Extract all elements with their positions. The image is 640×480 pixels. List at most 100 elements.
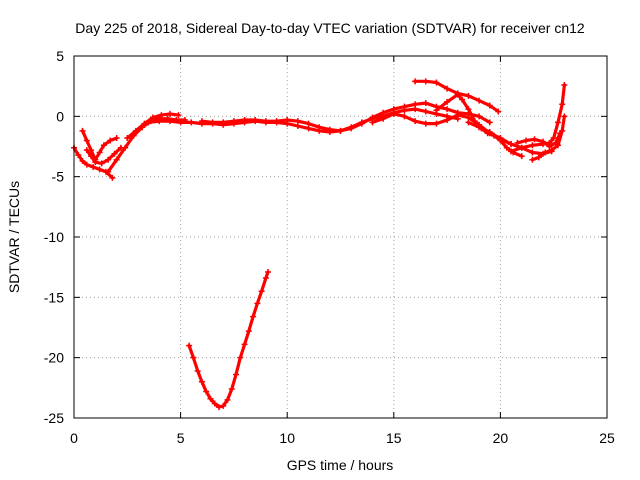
series-layer bbox=[71, 78, 568, 411]
y-tick-label: -10 bbox=[44, 229, 64, 245]
y-axis-title: SDTVAR / TECUs bbox=[6, 181, 22, 293]
data-point bbox=[401, 113, 408, 120]
data-point bbox=[188, 119, 195, 126]
data-point bbox=[265, 268, 272, 275]
data-point bbox=[390, 110, 397, 117]
data-point bbox=[508, 141, 515, 148]
data-point bbox=[476, 124, 483, 131]
data-point bbox=[412, 101, 419, 108]
data-point bbox=[215, 404, 222, 411]
x-axis-title: GPS time / hours bbox=[287, 457, 394, 473]
data-point bbox=[132, 127, 139, 134]
data-point bbox=[258, 288, 265, 295]
data-point bbox=[220, 402, 227, 409]
data-point bbox=[433, 79, 440, 86]
data-point bbox=[535, 154, 542, 161]
data-point bbox=[111, 150, 118, 157]
x-tick-label: 25 bbox=[599, 430, 615, 446]
y-tick-label: 5 bbox=[56, 48, 64, 64]
data-point bbox=[211, 400, 218, 407]
x-tick-label: 5 bbox=[177, 430, 185, 446]
data-point bbox=[284, 116, 291, 123]
data-point bbox=[105, 156, 112, 163]
data-point bbox=[141, 120, 148, 127]
data-point bbox=[540, 138, 547, 145]
data-point bbox=[486, 119, 493, 126]
tick-layer: 0 5 10 15 20 25 5 0 -5 -10 -15 -20 -25 bbox=[44, 48, 615, 446]
data-point bbox=[316, 124, 323, 131]
chart-title: Day 225 of 2018, Sidereal Day-to-day VTE… bbox=[75, 20, 585, 36]
x-tick-label: 10 bbox=[279, 430, 295, 446]
data-point bbox=[559, 101, 566, 108]
data-point bbox=[444, 106, 451, 113]
series-track-8 bbox=[370, 112, 513, 146]
data-point bbox=[459, 96, 466, 103]
data-point bbox=[422, 120, 429, 127]
data-point bbox=[326, 126, 333, 133]
data-point bbox=[122, 144, 129, 151]
data-point bbox=[207, 395, 214, 402]
data-point bbox=[158, 112, 165, 119]
data-point bbox=[412, 118, 419, 125]
data-point bbox=[542, 149, 549, 156]
data-point bbox=[529, 156, 536, 163]
data-point bbox=[369, 119, 376, 126]
data-point bbox=[561, 81, 568, 88]
y-tick-label: -20 bbox=[44, 350, 64, 366]
y-tick-label: 0 bbox=[56, 108, 64, 124]
data-point bbox=[83, 147, 90, 154]
data-point bbox=[514, 139, 521, 146]
data-point bbox=[98, 160, 105, 167]
data-point bbox=[454, 91, 461, 98]
data-point bbox=[166, 118, 173, 125]
data-point bbox=[548, 147, 555, 154]
data-point bbox=[198, 118, 205, 125]
data-point bbox=[412, 78, 419, 85]
x-tick-label: 0 bbox=[70, 430, 78, 446]
data-point bbox=[422, 108, 429, 115]
data-point bbox=[358, 120, 365, 127]
data-point bbox=[245, 328, 252, 335]
data-point bbox=[380, 115, 387, 122]
data-point bbox=[100, 142, 107, 149]
data-point bbox=[471, 118, 478, 125]
data-point bbox=[230, 118, 237, 125]
data-point bbox=[186, 342, 193, 349]
data-point bbox=[228, 386, 235, 393]
series-track-4 bbox=[106, 117, 187, 174]
data-point bbox=[190, 354, 197, 361]
data-point bbox=[508, 148, 515, 155]
data-point bbox=[109, 174, 116, 181]
data-point bbox=[75, 151, 82, 158]
data-point bbox=[83, 161, 90, 168]
data-point bbox=[476, 97, 483, 104]
data-point bbox=[465, 119, 472, 126]
data-point bbox=[433, 120, 440, 127]
x-tick-label: 20 bbox=[493, 430, 509, 446]
data-point bbox=[522, 137, 529, 144]
data-point bbox=[380, 109, 387, 116]
data-point bbox=[444, 98, 451, 105]
data-point bbox=[262, 118, 269, 125]
data-point bbox=[203, 388, 210, 395]
data-point bbox=[552, 139, 559, 146]
data-point bbox=[557, 130, 564, 137]
data-point bbox=[175, 112, 182, 119]
data-point bbox=[79, 157, 86, 164]
data-point bbox=[486, 129, 493, 136]
y-tick-label: -15 bbox=[44, 289, 64, 305]
data-point bbox=[113, 135, 120, 142]
data-point bbox=[495, 108, 502, 115]
data-point bbox=[503, 144, 510, 151]
data-point bbox=[465, 92, 472, 99]
plot-frame bbox=[73, 55, 608, 419]
data-point bbox=[518, 144, 525, 151]
data-point bbox=[422, 100, 429, 107]
data-point bbox=[348, 125, 355, 132]
data-point bbox=[529, 142, 536, 149]
data-point bbox=[166, 110, 173, 117]
data-point bbox=[96, 149, 103, 156]
data-point bbox=[401, 103, 408, 110]
series-track-15 bbox=[187, 270, 270, 409]
